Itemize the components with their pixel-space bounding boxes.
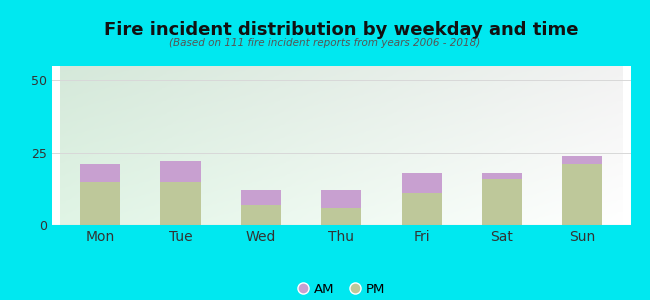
- Bar: [80, 164, 120, 182]
- Bar: [240, 190, 281, 205]
- Bar: [80, 182, 120, 225]
- Bar: [321, 190, 361, 208]
- Text: (Based on 111 fire incident reports from years 2006 - 2018): (Based on 111 fire incident reports from…: [170, 38, 480, 47]
- Bar: [562, 164, 603, 225]
- Legend: AM, PM: AM, PM: [292, 277, 390, 300]
- Bar: [402, 173, 442, 193]
- Bar: [562, 156, 603, 164]
- Bar: [240, 205, 281, 225]
- Title: Fire incident distribution by weekday and time: Fire incident distribution by weekday an…: [104, 21, 578, 39]
- Bar: [161, 182, 201, 225]
- Bar: [402, 193, 442, 225]
- Bar: [482, 179, 522, 225]
- Bar: [482, 173, 522, 179]
- Bar: [161, 161, 201, 182]
- Bar: [321, 208, 361, 225]
